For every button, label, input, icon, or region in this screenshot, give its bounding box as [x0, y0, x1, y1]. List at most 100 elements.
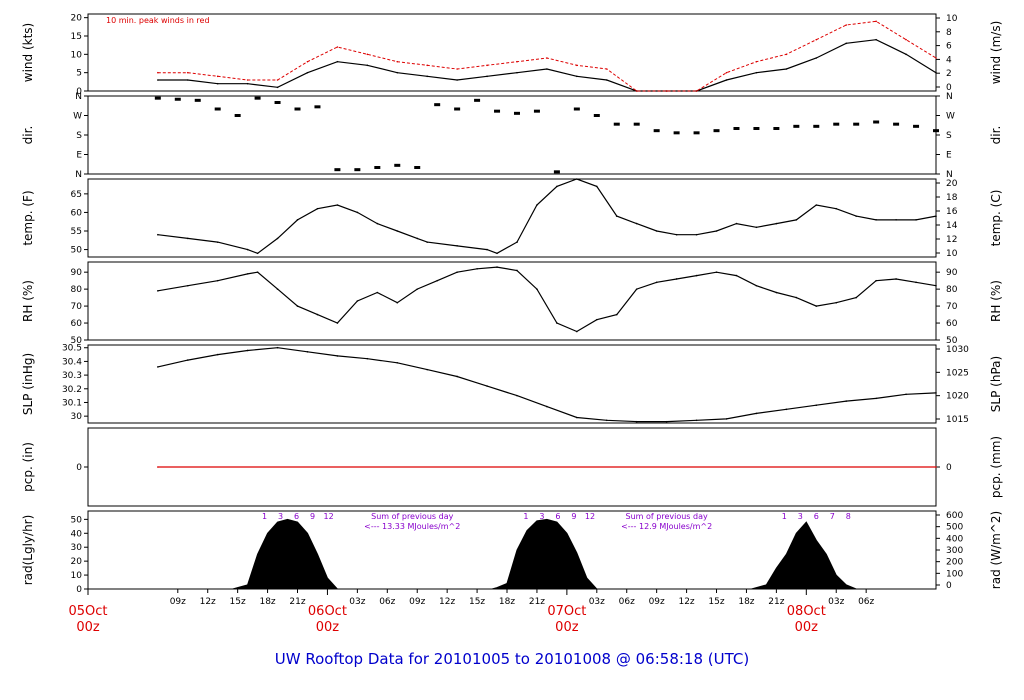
ytick-label-left: 10	[71, 571, 83, 581]
dir-point	[853, 122, 860, 126]
data-point-rh	[456, 271, 458, 273]
data-point-slp	[336, 355, 339, 357]
data-point-wind	[665, 90, 668, 92]
data-point-temp	[695, 233, 698, 236]
ytick-label-right: 0	[946, 463, 952, 473]
data-point-slp	[516, 394, 518, 397]
dir-point	[414, 166, 421, 169]
data-point-rh	[835, 301, 838, 304]
hour-label: 12	[323, 512, 333, 521]
data-point-temp	[576, 178, 578, 180]
data-point-temp	[296, 219, 299, 221]
data-point-wind	[845, 24, 848, 26]
ytick-label-left: 5	[76, 69, 82, 79]
ytick-label-right: 600	[946, 511, 963, 521]
data-point-slp	[755, 412, 758, 415]
ytick-label-left: 70	[71, 302, 83, 312]
dir-point	[613, 122, 620, 126]
dir-point	[873, 120, 880, 124]
dir-point	[334, 168, 341, 172]
data-point-temp	[855, 215, 857, 217]
data-point-temp	[456, 245, 458, 247]
ytick-label-left: 15	[71, 32, 82, 42]
data-point-wind	[605, 68, 608, 70]
dir-point	[494, 109, 501, 113]
ytick-label-right: N	[946, 92, 953, 102]
data-point-slp	[546, 405, 548, 408]
xtick-label: 18z	[499, 597, 515, 607]
dir-point	[893, 122, 900, 126]
series-line-slp	[157, 347, 937, 423]
data-point-temp	[735, 222, 738, 225]
data-point-temp	[496, 252, 498, 255]
data-point-slp	[216, 353, 219, 356]
data-point-wind	[635, 90, 638, 92]
dir-point	[653, 129, 660, 133]
ytick-label-left: N	[75, 170, 82, 180]
ytick-label-left: 30.5	[62, 344, 82, 354]
date-label-time: 00z	[76, 620, 100, 635]
ytick-label-right: 300	[946, 546, 963, 556]
sum-value: <--- 13.33 MJoules/m^2	[364, 522, 460, 531]
data-point-rh	[186, 284, 189, 287]
ytick-label-left: 90	[71, 268, 83, 278]
series-line-rh	[157, 266, 937, 333]
ytick-label-left: 60	[71, 208, 83, 218]
data-point-temp	[715, 230, 718, 232]
hour-label: 6	[814, 512, 819, 521]
dir-point	[314, 105, 321, 109]
data-point-rh	[615, 313, 618, 316]
data-point-rh	[655, 281, 658, 284]
data-point-wind	[306, 60, 309, 63]
ytick-label-right: 400	[946, 534, 963, 544]
data-point-rh	[576, 330, 578, 333]
ytick-label-right: 200	[946, 558, 963, 568]
hour-label: 8	[846, 512, 851, 521]
ytick-label-left: 0	[76, 585, 82, 595]
date-label-day: 08Oct	[787, 604, 826, 619]
data-point-wind	[276, 86, 279, 89]
data-point-temp	[376, 222, 379, 225]
xtick-label: 12z	[439, 597, 455, 607]
dir-point	[294, 107, 301, 111]
data-point-slp	[396, 361, 399, 364]
ylabel-left: dir.	[21, 126, 35, 145]
data-point-temp	[675, 233, 678, 236]
ytick-label-left: 30.2	[62, 385, 82, 395]
data-point-rh	[336, 322, 339, 324]
xtick-label: 15z	[708, 597, 724, 607]
data-point-temp	[795, 219, 798, 221]
data-point-temp	[336, 204, 339, 206]
data-point-slp	[486, 385, 488, 387]
date-label-time: 00z	[555, 620, 579, 635]
hour-label: 7	[830, 512, 835, 521]
dir-point	[773, 127, 780, 130]
data-point-temp	[655, 230, 658, 232]
data-point-slp	[815, 404, 818, 407]
xtick-label: 09z	[170, 597, 186, 607]
panel-frame	[87, 178, 937, 258]
dir-point	[254, 96, 261, 100]
ylabel-right: rad (W/m^2)	[989, 511, 1003, 589]
data-point-temp	[915, 219, 917, 221]
dir-point	[394, 163, 401, 167]
dir-point	[733, 127, 740, 130]
ytick-label-left: 0	[76, 87, 82, 97]
data-point-slp	[785, 408, 788, 411]
dir-point	[753, 127, 760, 130]
xtick-label: 18z	[738, 597, 754, 607]
data-point-slp	[306, 351, 309, 353]
panel-frame	[87, 13, 937, 92]
data-point-wind	[725, 79, 728, 81]
data-point-temp	[316, 207, 319, 210]
data-point-slp	[186, 359, 189, 361]
panel-wind: wind (kts) wind (m/s) 0 5 10 15 20 0 2 4 6 8 10 10 mi…	[21, 13, 1003, 97]
data-point-wind	[905, 38, 907, 41]
panel-dir: dir. dir.N NE ES SW WN N	[21, 92, 1003, 180]
ytick-label-right: W	[946, 112, 955, 122]
radiation-area	[751, 521, 857, 590]
data-point-wind	[486, 64, 488, 67]
sum-title: Sum of previous day	[371, 512, 453, 521]
data-point-rh	[416, 288, 419, 290]
